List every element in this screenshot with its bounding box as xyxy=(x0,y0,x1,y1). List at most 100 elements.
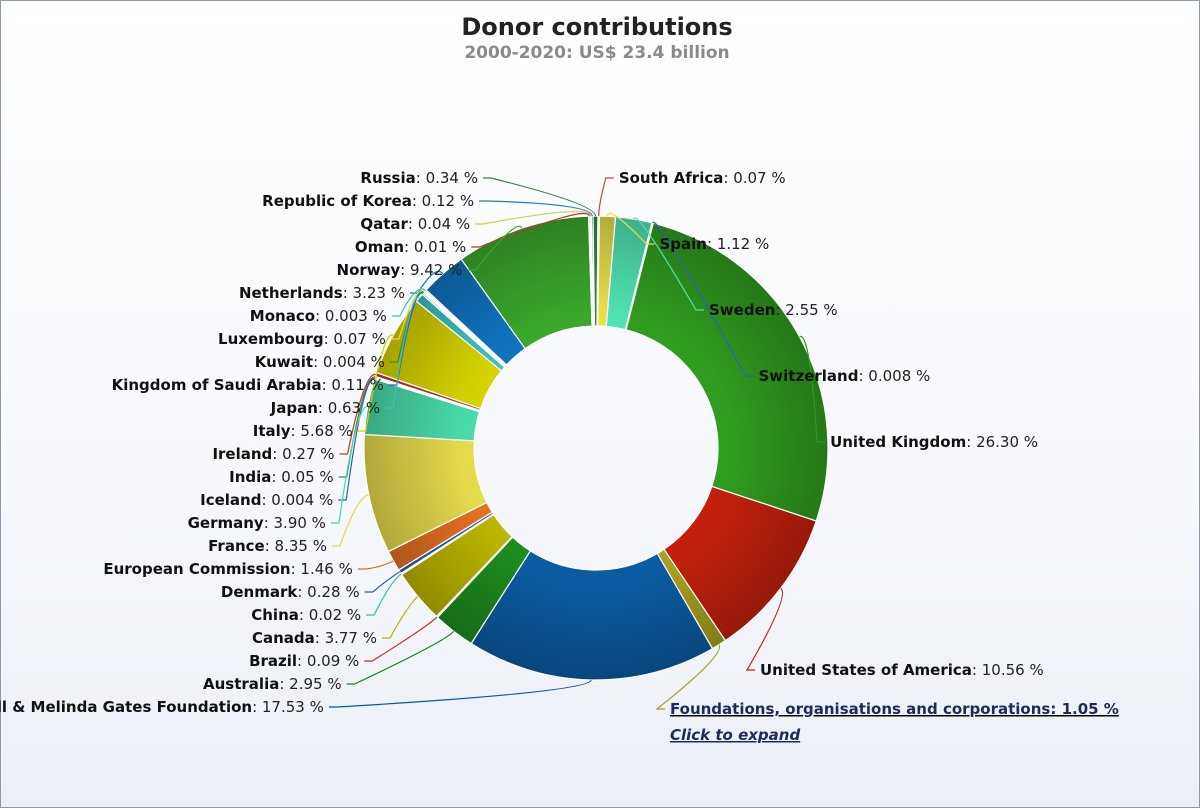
slice-united-kingdom[interactable] xyxy=(625,222,829,522)
connector-south-africa xyxy=(598,177,614,217)
data-label-south-africa: South Africa: 0.07 % xyxy=(619,169,786,187)
connector-iceland xyxy=(338,377,375,501)
data-label-name: Oman xyxy=(355,238,404,256)
data-label-name: Sweden xyxy=(709,301,775,319)
data-label-value: 26.30 % xyxy=(976,433,1038,451)
connector-china xyxy=(366,573,402,616)
data-label-name: Netherlands xyxy=(239,284,343,302)
connector-sweden xyxy=(633,217,704,311)
data-label-value: 0.004 % xyxy=(271,491,333,509)
slice-bill-melinda-gates-foundation[interactable] xyxy=(470,550,714,681)
connector-ireland xyxy=(339,373,377,455)
data-label-value: 3.77 % xyxy=(325,629,377,647)
data-label-kuwait: Kuwait: 0.004 % xyxy=(255,353,385,371)
data-label-netherlands: Netherlands: 3.23 % xyxy=(239,284,405,302)
connector-denmark xyxy=(364,571,401,593)
connector-france xyxy=(331,493,369,547)
data-label-name: United Kingdom xyxy=(830,433,966,451)
data-label-value: 0.63 % xyxy=(328,399,380,417)
data-label-japan: Japan: 0.63 % xyxy=(270,399,381,417)
data-label-italy: Italy: 5.68 % xyxy=(253,422,353,440)
data-label-name: European Commission xyxy=(103,560,290,578)
data-label-value: 0.003 % xyxy=(325,307,387,325)
data-label-sweden: Sweden: 2.55 % xyxy=(709,301,838,319)
slice-netherlands[interactable] xyxy=(425,258,526,366)
data-label-value: 0.09 % xyxy=(307,652,359,670)
data-label-name: South Africa xyxy=(619,169,724,187)
connector-monaco xyxy=(391,288,427,317)
data-label-name: Italy xyxy=(253,422,291,440)
data-label-canada: Canada: 3.77 % xyxy=(252,629,377,647)
data-label-name: Republic of Korea xyxy=(262,192,412,210)
data-label-name: Monaco xyxy=(250,307,315,325)
data-label-switzerland: Switzerland: 0.008 % xyxy=(759,367,931,385)
data-label-value: 0.07 % xyxy=(333,330,385,348)
chart-subtitle: 2000-2020: US$ 23.4 billion xyxy=(464,43,730,63)
data-label-value: 0.34 % xyxy=(426,169,478,187)
data-label-germany: Germany: 3.90 % xyxy=(188,514,326,532)
connector-united-states-of-america xyxy=(745,587,784,671)
data-label-value: 0.27 % xyxy=(282,445,334,463)
connector-australia xyxy=(346,630,455,685)
data-label-value: 0.02 % xyxy=(309,606,361,624)
connector-luxembourg xyxy=(390,289,426,340)
data-label-name: Kuwait xyxy=(255,353,313,371)
data-label-qatar: Qatar: 0.04 % xyxy=(360,215,470,233)
connector-italy xyxy=(357,334,394,432)
data-label-name: Norway xyxy=(337,261,401,279)
data-label-name: Russia xyxy=(360,169,415,187)
data-label-value: 0.004 % xyxy=(323,353,385,371)
data-label-value: 9.42 % xyxy=(410,261,462,279)
connector-foundations-organisations-and-corporations xyxy=(655,644,721,710)
data-label-name: China xyxy=(251,606,299,624)
data-label-value: 0.04 % xyxy=(418,215,470,233)
data-label-value: 0.05 % xyxy=(281,468,333,486)
data-label-value: 0.12 % xyxy=(422,192,474,210)
data-label-china: China: 0.02 % xyxy=(251,606,361,624)
connector-bill-melinda-gates-foundation xyxy=(328,679,592,708)
connector-qatar xyxy=(475,210,592,225)
connector-european-commission xyxy=(357,560,394,570)
data-label-value: 0.28 % xyxy=(307,583,359,601)
data-label-name: Qatar xyxy=(360,215,408,233)
connector-russia xyxy=(483,177,597,217)
data-label-name: Spain xyxy=(660,235,707,253)
data-label-name: Germany xyxy=(188,514,264,532)
data-label-foundations-organisations-and-corporations[interactable]: Foundations, organisations and corporati… xyxy=(670,700,1119,718)
connector-spain xyxy=(606,212,655,245)
connector-republic-of-korea xyxy=(479,200,593,217)
data-label-name: India xyxy=(229,468,271,486)
data-label-value: 17.53 % xyxy=(262,698,324,716)
chart-title: Donor contributions xyxy=(461,13,733,41)
data-label-bill-melinda-gates-foundation: Bill & Melinda Gates Foundation: 17.53 % xyxy=(0,698,324,716)
connector-norway xyxy=(467,225,523,271)
data-label-india: India: 0.05 % xyxy=(229,468,334,486)
data-label-value: 10.56 % xyxy=(982,661,1044,679)
click-to-expand-link[interactable]: Click to expand xyxy=(670,726,800,744)
connector-united-kingdom xyxy=(799,335,826,443)
data-label-name: France xyxy=(208,537,265,555)
data-label-norway: Norway: 9.42 % xyxy=(337,261,463,279)
data-label-luxembourg: Luxembourg: 0.07 % xyxy=(218,330,386,348)
data-label-brazil: Brazil: 0.09 % xyxy=(249,652,359,670)
data-label-ireland: Ireland: 0.27 % xyxy=(212,445,334,463)
data-label-value: 8.35 % xyxy=(275,537,327,555)
data-label-iceland: Iceland: 0.004 % xyxy=(200,491,333,509)
data-label-value: 2.95 % xyxy=(289,675,341,693)
data-label-value: 2.55 % xyxy=(785,301,837,319)
data-label-name: Ireland xyxy=(212,445,272,463)
connector-japan xyxy=(385,296,420,409)
data-label-name: Japan xyxy=(270,399,318,417)
data-label-value: 0.07 % xyxy=(733,169,785,187)
data-label-france: France: 8.35 % xyxy=(208,537,327,555)
data-label-value: 5.68 % xyxy=(300,422,352,440)
data-label-name: Bill & Melinda Gates Foundation xyxy=(0,698,252,716)
connector-oman xyxy=(471,212,590,248)
data-label-value: 0.11 % xyxy=(331,376,383,394)
data-label-name: Brazil xyxy=(249,652,297,670)
data-label-value: 0.008 % xyxy=(868,367,930,385)
data-label-russia: Russia: 0.34 % xyxy=(360,169,478,187)
data-label-value: 1.46 % xyxy=(300,560,352,578)
data-label-value: 1.05 % xyxy=(1062,700,1119,718)
connector-germany xyxy=(330,405,368,524)
